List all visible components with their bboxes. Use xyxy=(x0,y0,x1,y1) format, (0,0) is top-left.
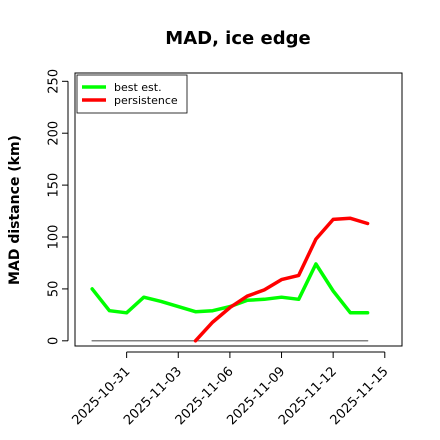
y-tick-label: 50 xyxy=(47,281,62,298)
y-tick-label: 200 xyxy=(47,121,62,146)
legend-label: persistence xyxy=(114,94,178,107)
y-tick-label: 100 xyxy=(47,225,62,250)
legend-label: best est. xyxy=(114,81,162,94)
series-layer xyxy=(92,218,367,340)
y-axis-label: MAD distance (km) xyxy=(7,135,23,285)
y-tick-label: 0 xyxy=(47,337,62,345)
legend: best est.persistence xyxy=(77,75,187,113)
y-tick-label: 250 xyxy=(47,69,62,94)
y-tick-label: 150 xyxy=(47,173,62,198)
chart-title: MAD, ice edge xyxy=(165,28,310,49)
x-axis: 2025-10-312025-11-032025-11-062025-11-09… xyxy=(69,352,391,428)
series-line-best-est xyxy=(92,264,367,313)
y-axis: 0 50 100 150 200 250 xyxy=(47,69,69,345)
series-line-persistence xyxy=(196,218,368,340)
